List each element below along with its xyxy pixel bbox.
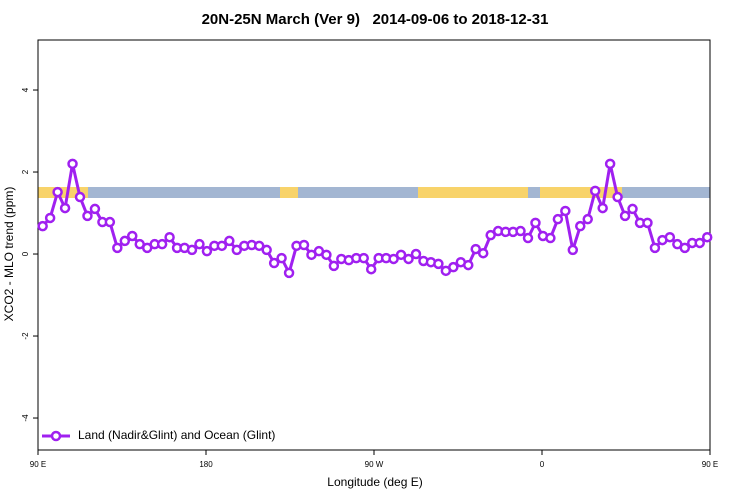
data-point bbox=[365, 263, 377, 275]
data-point bbox=[268, 257, 280, 269]
y-tick-label: 4 bbox=[21, 87, 30, 92]
data-point bbox=[224, 235, 235, 247]
data-point bbox=[67, 158, 78, 170]
y-tick-label: 0 bbox=[21, 251, 30, 256]
x-tick-label: 0 bbox=[540, 460, 545, 469]
data-point bbox=[44, 212, 56, 224]
data-point bbox=[567, 244, 579, 256]
data-point bbox=[627, 203, 638, 215]
y-tick-label: 2 bbox=[21, 169, 30, 174]
data-point bbox=[321, 249, 332, 261]
data-point bbox=[575, 220, 586, 232]
data-point bbox=[52, 186, 63, 198]
data-point bbox=[112, 242, 123, 254]
x-tick-label: 90 W bbox=[365, 460, 384, 469]
data-point bbox=[164, 231, 175, 243]
legend-label: Land (Nadir&Glint) and Ocean (Glint) bbox=[78, 428, 275, 442]
land-patch bbox=[38, 187, 88, 198]
land-patch bbox=[280, 187, 298, 198]
data-point bbox=[604, 158, 616, 170]
data-point bbox=[552, 213, 564, 225]
chart-title: 20N-25N March (Ver 9) 2014-09-06 to 2018… bbox=[202, 11, 549, 28]
land-ocean-band bbox=[38, 187, 710, 198]
data-point bbox=[694, 237, 705, 249]
x-tick-label: 90 E bbox=[30, 460, 46, 469]
legend-swatch-point bbox=[50, 430, 62, 442]
data-point bbox=[701, 231, 713, 243]
y-axis-label: XCO2 - MLO trend (ppm) bbox=[2, 187, 16, 322]
data-point bbox=[582, 213, 593, 225]
land-patch bbox=[540, 187, 622, 198]
data-point bbox=[410, 248, 422, 260]
y-tick-label: -4 bbox=[21, 414, 30, 422]
data-point bbox=[642, 217, 653, 229]
ocean-band bbox=[38, 187, 710, 198]
data-point bbox=[463, 259, 474, 271]
data-point bbox=[186, 244, 198, 256]
land-patch bbox=[418, 187, 528, 198]
data-point bbox=[119, 235, 131, 247]
data-point bbox=[216, 240, 228, 252]
y-tick-label: -2 bbox=[21, 332, 30, 340]
data-point bbox=[477, 247, 489, 259]
data-point bbox=[358, 252, 369, 264]
data-point bbox=[403, 253, 414, 265]
data-point bbox=[612, 191, 623, 203]
data-point bbox=[104, 216, 116, 228]
data-point bbox=[433, 258, 444, 270]
data-point bbox=[619, 210, 631, 222]
data-point bbox=[276, 252, 287, 264]
data-point bbox=[679, 242, 691, 254]
data-point bbox=[194, 238, 205, 250]
data-point bbox=[530, 217, 541, 229]
data-point bbox=[261, 244, 272, 256]
data-point bbox=[283, 267, 295, 279]
x-tick-label: 90 E bbox=[702, 460, 718, 469]
data-point bbox=[649, 242, 661, 254]
data-point bbox=[127, 230, 138, 242]
data-point bbox=[231, 244, 243, 256]
data-point bbox=[522, 232, 534, 244]
data-point bbox=[37, 220, 48, 232]
data-point bbox=[74, 191, 86, 203]
data-point bbox=[89, 203, 101, 215]
data-point bbox=[388, 253, 399, 265]
data-point bbox=[298, 239, 310, 251]
data-point bbox=[545, 232, 556, 244]
data-point bbox=[470, 243, 481, 255]
data-point bbox=[597, 202, 608, 214]
data-point bbox=[201, 245, 213, 257]
data-point bbox=[560, 205, 571, 217]
x-tick-label: 180 bbox=[199, 460, 213, 469]
data-point bbox=[253, 240, 265, 252]
data-point bbox=[82, 210, 93, 222]
data-point bbox=[395, 249, 407, 261]
data-point bbox=[515, 225, 526, 237]
data-point bbox=[664, 231, 676, 243]
data-point bbox=[589, 185, 601, 197]
data-point bbox=[328, 260, 340, 272]
data-point bbox=[448, 261, 459, 273]
data-point bbox=[59, 202, 71, 214]
x-axis-label: Longitude (deg E) bbox=[327, 475, 422, 489]
data-point bbox=[485, 229, 496, 241]
data-point bbox=[156, 238, 168, 250]
